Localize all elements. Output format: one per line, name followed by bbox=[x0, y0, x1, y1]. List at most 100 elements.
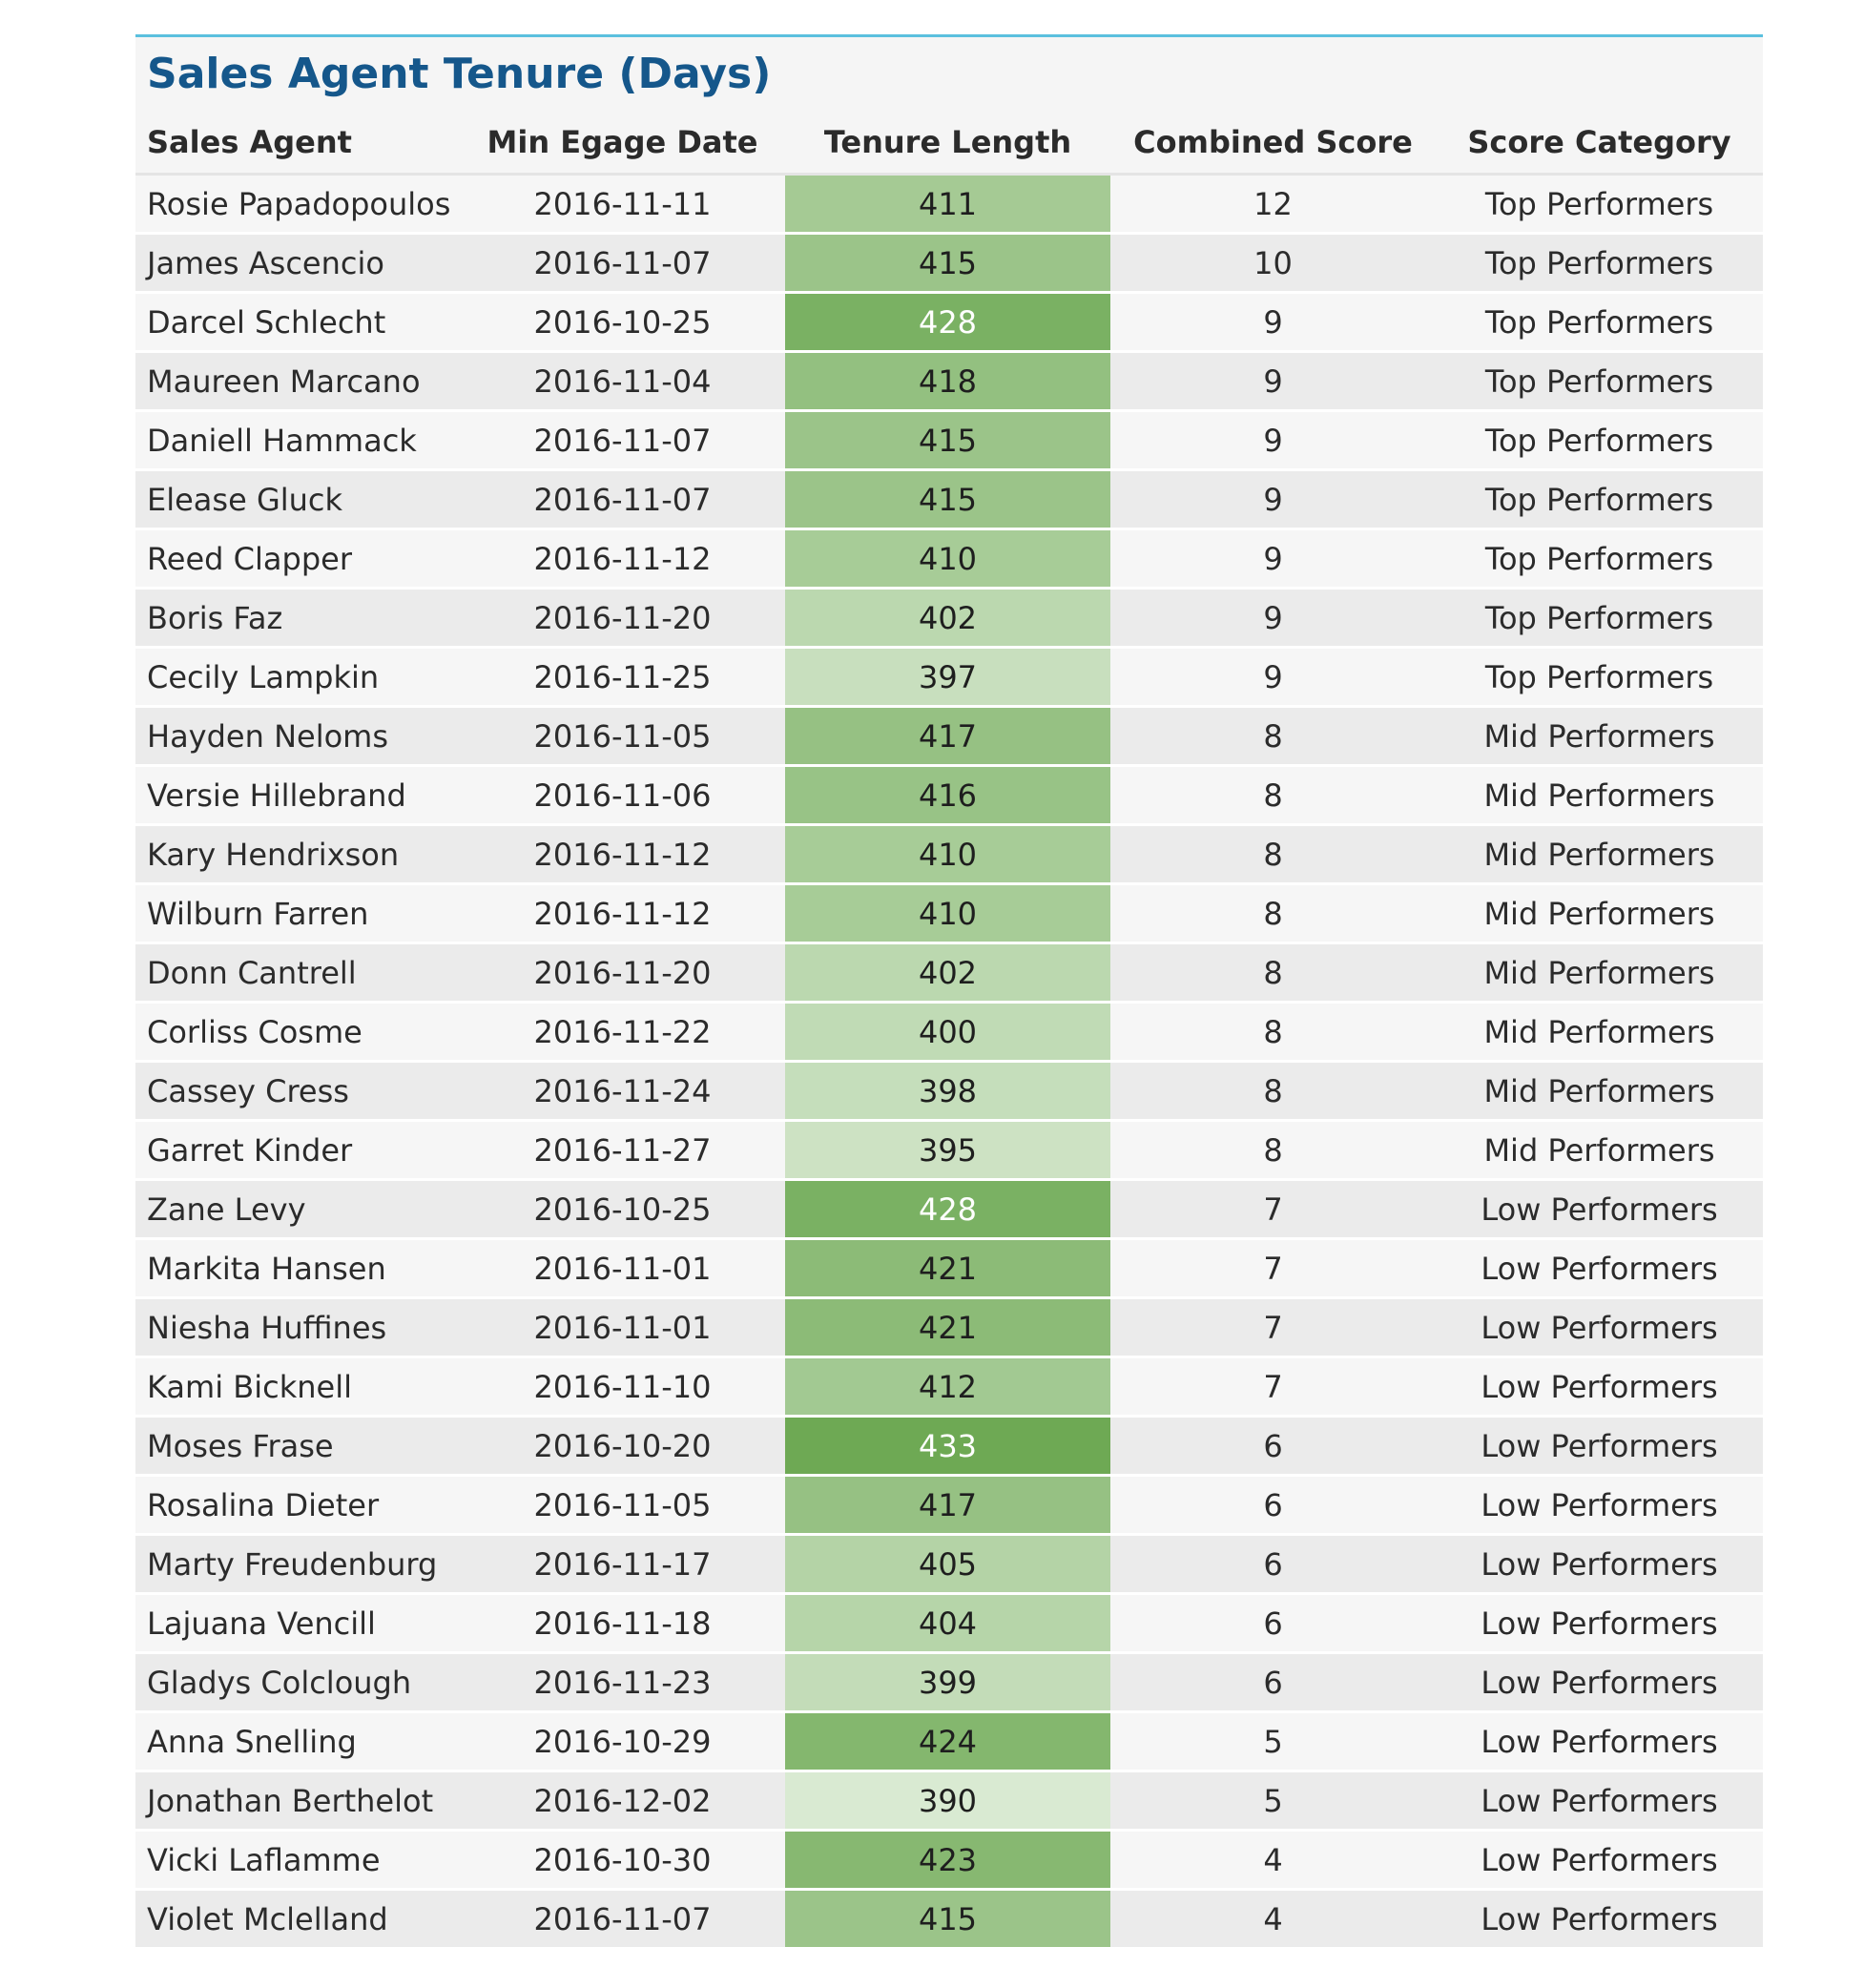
table-row[interactable]: Gladys Colclough 2016-11-23 399 6 Low Perfor… bbox=[135, 1654, 1763, 1713]
cell-min-engage-date: 2016-10-29 bbox=[460, 1713, 785, 1772]
cell-tenure-length: 415 bbox=[785, 412, 1110, 471]
cell-sales-agent: Kary Hendrixson bbox=[135, 826, 460, 885]
table-row[interactable]: Donn Cantrell 2016-11-20 402 8 Mid Performer… bbox=[135, 944, 1763, 1004]
table-row[interactable]: Daniell Hammack 2016-11-07 415 9 Top Perform… bbox=[135, 412, 1763, 471]
table-row[interactable]: Hayden Neloms 2016-11-05 417 8 Mid Performer… bbox=[135, 708, 1763, 767]
table-row[interactable]: Kary Hendrixson 2016-11-12 410 8 Mid Perform… bbox=[135, 826, 1763, 885]
cell-min-engage-date: 2016-11-07 bbox=[460, 412, 785, 471]
cell-score-category: Low Performers bbox=[1436, 1240, 1763, 1299]
table-row[interactable]: Darcel Schlecht 2016-10-25 428 9 Top Perform… bbox=[135, 294, 1763, 353]
cell-score-category: Mid Performers bbox=[1436, 1122, 1763, 1181]
cell-tenure-length: 390 bbox=[785, 1772, 1110, 1832]
cell-score-category: Low Performers bbox=[1436, 1713, 1763, 1772]
cell-min-engage-date: 2016-11-22 bbox=[460, 1004, 785, 1063]
column-header-tenure-length[interactable]: Tenure Length bbox=[785, 112, 1110, 176]
cell-combined-score: 9 bbox=[1110, 471, 1436, 530]
cell-sales-agent: Cecily Lampkin bbox=[135, 649, 460, 708]
cell-min-engage-date: 2016-11-04 bbox=[460, 353, 785, 412]
cell-sales-agent: Reed Clapper bbox=[135, 530, 460, 590]
table-row[interactable]: Moses Frase 2016-10-20 433 6 Low Performers bbox=[135, 1418, 1763, 1477]
table-row[interactable]: Versie Hillebrand 2016-11-06 416 8 Mid Perfo… bbox=[135, 767, 1763, 826]
cell-sales-agent: Moses Frase bbox=[135, 1418, 460, 1477]
tenure-table: Sales Agent Min Egage Date Tenure Length… bbox=[135, 112, 1763, 1950]
cell-score-category: Mid Performers bbox=[1436, 944, 1763, 1004]
cell-combined-score: 7 bbox=[1110, 1299, 1436, 1358]
cell-min-engage-date: 2016-11-25 bbox=[460, 649, 785, 708]
cell-combined-score: 8 bbox=[1110, 1063, 1436, 1122]
cell-min-engage-date: 2016-11-01 bbox=[460, 1299, 785, 1358]
cell-tenure-length: 424 bbox=[785, 1713, 1110, 1772]
cell-score-category: Low Performers bbox=[1436, 1772, 1763, 1832]
cell-min-engage-date: 2016-11-01 bbox=[460, 1240, 785, 1299]
cell-tenure-length: 410 bbox=[785, 530, 1110, 590]
cell-tenure-length: 410 bbox=[785, 826, 1110, 885]
cell-sales-agent: Jonathan Berthelot bbox=[135, 1772, 460, 1832]
cell-tenure-length: 404 bbox=[785, 1595, 1110, 1654]
cell-sales-agent: Kami Bicknell bbox=[135, 1358, 460, 1418]
cell-min-engage-date: 2016-11-10 bbox=[460, 1358, 785, 1418]
column-header-sales-agent[interactable]: Sales Agent bbox=[135, 112, 460, 176]
cell-combined-score: 6 bbox=[1110, 1418, 1436, 1477]
cell-min-engage-date: 2016-11-27 bbox=[460, 1122, 785, 1181]
cell-min-engage-date: 2016-11-07 bbox=[460, 471, 785, 530]
table-row[interactable]: Vicki Laflamme 2016-10-30 423 4 Low Performe… bbox=[135, 1832, 1763, 1891]
table-row[interactable]: Maureen Marcano 2016-11-04 418 9 Top Perform… bbox=[135, 353, 1763, 412]
cell-score-category: Top Performers bbox=[1436, 530, 1763, 590]
table-row[interactable]: Jonathan Berthelot 2016-12-02 390 5 Low Perf… bbox=[135, 1772, 1763, 1832]
cell-combined-score: 5 bbox=[1110, 1772, 1436, 1832]
table-row[interactable]: Marty Freudenburg 2016-11-17 405 6 Low Perfo… bbox=[135, 1536, 1763, 1595]
table-row[interactable]: Anna Snelling 2016-10-29 424 5 Low Performer… bbox=[135, 1713, 1763, 1772]
cell-sales-agent: Markita Hansen bbox=[135, 1240, 460, 1299]
table-row[interactable]: James Ascencio 2016-11-07 415 10 Top Perform… bbox=[135, 235, 1763, 294]
table-row[interactable]: Markita Hansen 2016-11-01 421 7 Low Performe… bbox=[135, 1240, 1763, 1299]
cell-combined-score: 8 bbox=[1110, 767, 1436, 826]
cell-tenure-length: 405 bbox=[785, 1536, 1110, 1595]
cell-score-category: Low Performers bbox=[1436, 1654, 1763, 1713]
table-row[interactable]: Zane Levy 2016-10-25 428 7 Low Performers bbox=[135, 1181, 1763, 1240]
cell-combined-score: 5 bbox=[1110, 1713, 1436, 1772]
cell-tenure-length: 423 bbox=[785, 1832, 1110, 1891]
table-row[interactable]: Niesha Huffines 2016-11-01 421 7 Low Perform… bbox=[135, 1299, 1763, 1358]
cell-combined-score: 4 bbox=[1110, 1832, 1436, 1891]
cell-tenure-length: 411 bbox=[785, 176, 1110, 235]
cell-sales-agent: Violet Mclelland bbox=[135, 1891, 460, 1950]
cell-sales-agent: Daniell Hammack bbox=[135, 412, 460, 471]
table-row[interactable]: Cassey Cress 2016-11-24 398 8 Mid Performers bbox=[135, 1063, 1763, 1122]
cell-combined-score: 6 bbox=[1110, 1654, 1436, 1713]
table-row[interactable]: Violet Mclelland 2016-11-07 415 4 Low Perfor… bbox=[135, 1891, 1763, 1950]
table-row[interactable]: Garret Kinder 2016-11-27 395 8 Mid Performer… bbox=[135, 1122, 1763, 1181]
column-header-score-category[interactable]: Score Category bbox=[1436, 112, 1763, 176]
table-row[interactable]: Rosalina Dieter 2016-11-05 417 6 Low Perform… bbox=[135, 1477, 1763, 1536]
table-row[interactable]: Boris Faz 2016-11-20 402 9 Top Performers bbox=[135, 590, 1763, 649]
table-row[interactable]: Corliss Cosme 2016-11-22 400 8 Mid Performer… bbox=[135, 1004, 1763, 1063]
table-row[interactable]: Elease Gluck 2016-11-07 415 9 Top Performers bbox=[135, 471, 1763, 530]
cell-combined-score: 8 bbox=[1110, 826, 1436, 885]
cell-sales-agent: James Ascencio bbox=[135, 235, 460, 294]
cell-tenure-length: 399 bbox=[785, 1654, 1110, 1713]
cell-min-engage-date: 2016-12-02 bbox=[460, 1772, 785, 1832]
table-row[interactable]: Wilburn Farren 2016-11-12 410 8 Mid Performe… bbox=[135, 885, 1763, 944]
table-row[interactable]: Rosie Papadopoulos 2016-11-11 411 12 Top Per… bbox=[135, 176, 1763, 235]
cell-score-category: Mid Performers bbox=[1436, 826, 1763, 885]
cell-min-engage-date: 2016-11-20 bbox=[460, 944, 785, 1004]
cell-tenure-length: 417 bbox=[785, 708, 1110, 767]
cell-score-category: Low Performers bbox=[1436, 1891, 1763, 1950]
table-row[interactable]: Lajuana Vencill 2016-11-18 404 6 Low Perform… bbox=[135, 1595, 1763, 1654]
cell-score-category: Low Performers bbox=[1436, 1536, 1763, 1595]
table-row[interactable]: Kami Bicknell 2016-11-10 412 7 Low Performer… bbox=[135, 1358, 1763, 1418]
cell-score-category: Low Performers bbox=[1436, 1418, 1763, 1477]
cell-tenure-length: 397 bbox=[785, 649, 1110, 708]
cell-sales-agent: Rosie Papadopoulos bbox=[135, 176, 460, 235]
cell-combined-score: 9 bbox=[1110, 530, 1436, 590]
column-header-combined-score[interactable]: Combined Score bbox=[1110, 112, 1436, 176]
cell-combined-score: 10 bbox=[1110, 235, 1436, 294]
table-row[interactable]: Reed Clapper 2016-11-12 410 9 Top Performers bbox=[135, 530, 1763, 590]
cell-score-category: Top Performers bbox=[1436, 649, 1763, 708]
table-title: Sales Agent Tenure (Days) bbox=[135, 37, 1763, 112]
table-row[interactable]: Cecily Lampkin 2016-11-25 397 9 Top Performe… bbox=[135, 649, 1763, 708]
cell-tenure-length: 415 bbox=[785, 235, 1110, 294]
cell-min-engage-date: 2016-11-05 bbox=[460, 1477, 785, 1536]
column-header-min-engage-date[interactable]: Min Egage Date bbox=[460, 112, 785, 176]
cell-min-engage-date: 2016-10-25 bbox=[460, 294, 785, 353]
cell-sales-agent: Zane Levy bbox=[135, 1181, 460, 1240]
